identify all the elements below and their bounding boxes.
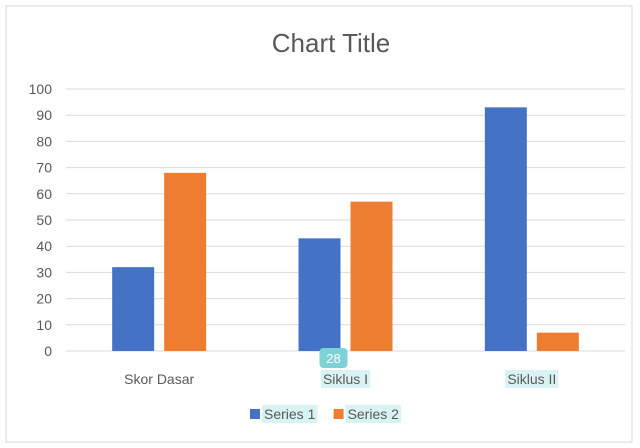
- x-tick-label-group: Skor Dasar: [124, 371, 194, 387]
- y-tick-label: 50: [36, 212, 52, 228]
- label-highlight: [320, 370, 371, 388]
- x-tick-label: Skor Dasar: [124, 371, 194, 387]
- y-tick-label: 40: [36, 238, 52, 254]
- y-tick-label: 80: [36, 133, 52, 149]
- x-tick-label: Siklus I: [323, 371, 368, 387]
- label-highlight: [505, 370, 559, 388]
- y-tick-label: 70: [36, 160, 52, 176]
- x-tick-label-group: Siklus I: [320, 370, 371, 388]
- bar-series-2-skor-dasar: [164, 172, 207, 351]
- x-tick-label: Siklus II: [507, 371, 556, 387]
- bar-series-1-siklus-ii: [484, 107, 527, 351]
- y-tick-label: 100: [29, 81, 53, 97]
- bars: [112, 107, 579, 351]
- y-axis: 0 10 20 30 40 50 60 70 80 90 100: [29, 81, 53, 359]
- chart-title: Chart Title: [272, 28, 391, 58]
- gridlines: [66, 88, 625, 352]
- y-tick-label: 10: [36, 317, 52, 333]
- overlay-badge: 28: [319, 348, 348, 368]
- bar-series-1-skor-dasar: [112, 267, 155, 351]
- legend-swatch: [250, 409, 260, 419]
- y-tick-label: 30: [36, 264, 52, 280]
- badge-text: 28: [326, 351, 340, 366]
- y-tick-label: 20: [36, 291, 52, 307]
- y-tick-label: 90: [36, 107, 52, 123]
- legend-label: Series 1: [264, 406, 316, 422]
- legend-label: Series 2: [348, 406, 400, 422]
- chart-border: [5, 5, 633, 443]
- y-tick-label: 60: [36, 186, 52, 202]
- label-highlight: [262, 405, 318, 423]
- x-tick-label-group: Siklus II: [505, 370, 559, 388]
- badge-background: [319, 348, 348, 368]
- y-tick-label: 0: [44, 343, 52, 359]
- legend: Series 1 Series 2: [250, 405, 402, 423]
- legend-item: Series 2: [333, 405, 402, 423]
- bar-series-2-siklus-ii: [536, 332, 579, 351]
- bar-series-2-siklus-i: [350, 201, 393, 351]
- legend-item: Series 1: [250, 405, 318, 423]
- bar-series-1-siklus-i: [298, 238, 341, 351]
- label-highlight: [345, 405, 402, 423]
- legend-swatch: [333, 409, 344, 419]
- x-axis: Skor Dasar Siklus I Siklus II: [124, 370, 559, 388]
